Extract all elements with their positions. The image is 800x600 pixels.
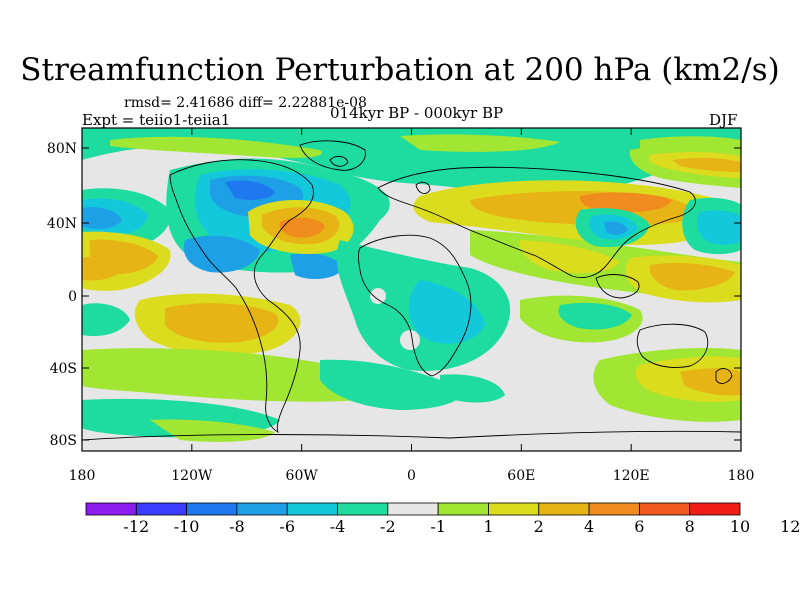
colorbar-label: 6 (634, 517, 644, 536)
lon-label: 180 (69, 468, 96, 484)
colorbar-label: -6 (279, 517, 295, 536)
colorbar-label: -4 (330, 517, 346, 536)
lon-label: 60E (507, 468, 535, 484)
colorbar-label: 2 (534, 517, 544, 536)
coastlines (82, 140, 741, 441)
lon-label: 180 (728, 468, 755, 484)
colorbar-swatch (387, 502, 439, 516)
colorbar-swatch (236, 502, 288, 516)
colorbar-swatch (186, 502, 238, 516)
colorbar-swatch (488, 502, 540, 516)
colorbar-label: 1 (483, 517, 493, 536)
colorbar-label: 12 (780, 517, 800, 536)
colorbar-label: -8 (229, 517, 245, 536)
lon-label: 120E (613, 468, 650, 484)
colorbar-label: -10 (174, 517, 200, 536)
colorbar-swatch (85, 502, 137, 516)
season-label: DJF (709, 111, 738, 129)
stats-label: rmsd= 2.41686 diff= 2.22881e-08 (124, 95, 367, 111)
colorbar (85, 502, 741, 516)
contour-field (82, 128, 741, 451)
lon-label: 0 (407, 468, 416, 484)
colorbar-swatch (437, 502, 489, 516)
lat-label: 40N (47, 216, 77, 232)
colorbar-swatch (538, 502, 590, 516)
colorbar-swatch (337, 502, 389, 516)
lat-label: 40S (50, 361, 77, 377)
map-title: Streamfunction Perturbation at 200 hPa (… (20, 52, 780, 88)
lat-label: 80N (47, 141, 77, 157)
colorbar-label: -12 (123, 517, 149, 536)
colorbar-swatch (588, 502, 640, 516)
colorbar-label: -1 (430, 517, 446, 536)
lon-label: 60W (286, 468, 319, 484)
colorbar-label: 4 (584, 517, 594, 536)
colorbar-labels: -12 -10 -8 -6 -4 -2 -1 1 2 4 6 8 10 12 (123, 517, 800, 536)
colorbar-label: 8 (685, 517, 695, 536)
colorbar-swatch (638, 502, 691, 516)
lat-label: 0 (68, 289, 77, 305)
colorbar-swatch (135, 502, 188, 516)
colorbar-swatch (689, 502, 741, 516)
period-label: 014kyr BP - 000kyr BP (330, 104, 504, 122)
latitude-axis: 80N 40N 0 40S 80S (47, 141, 741, 449)
colorbar-swatch (286, 502, 338, 516)
lon-label: 120W (171, 468, 213, 484)
experiment-label: Expt = teiio1-teiia1 (82, 111, 231, 129)
lat-label: 80S (50, 433, 77, 449)
colorbar-label: 10 (730, 517, 750, 536)
longitude-axis: 180 120W 60W 0 60E 120E 180 (69, 128, 755, 484)
colorbar-label: -2 (380, 517, 396, 536)
